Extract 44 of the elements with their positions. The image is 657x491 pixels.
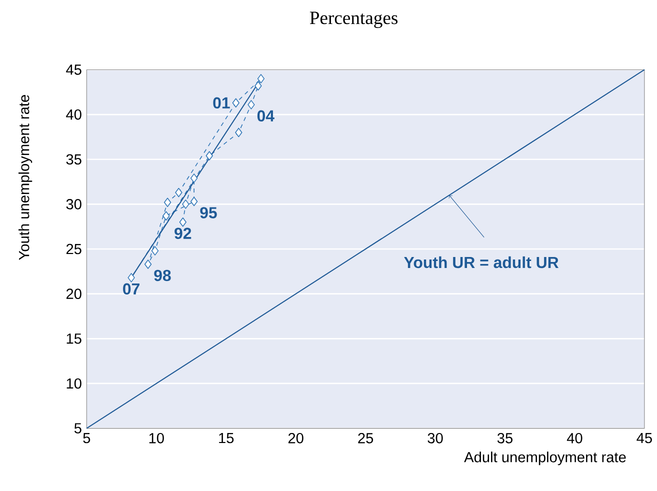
annotation: 95 [200,207,217,218]
annotation: 07 [123,283,140,295]
y-tick-label: 10 [66,378,82,389]
x-tick-label: 20 [288,432,304,444]
point [248,100,255,110]
annotation: 92 [174,228,192,239]
point [257,74,265,84]
x-tick-label: 35 [497,432,512,444]
point [232,98,240,108]
chart-title: Percentages [310,12,398,28]
y-tick-label: 40 [66,109,82,120]
point [235,128,242,138]
x-tick-label: 10 [149,432,164,444]
x-tick-label: 25 [358,432,374,444]
point [162,211,170,220]
y-tick-label: 15 [66,334,82,344]
y-tick-label: 45 [66,64,82,75]
x-tick-label: 30 [428,432,443,444]
x-tick-label: 15 [219,432,234,444]
y-axis-title: Youth unemployment rate [18,94,32,260]
x-axis-title: Adult unemployment rate [464,452,626,466]
y-tick-label: 5 [74,423,82,434]
point [254,81,262,90]
point [179,217,186,227]
point [128,273,135,282]
point [175,188,182,198]
y-tick-label: 35 [66,154,82,165]
annotation: Youth UR = adult UR [404,256,559,268]
y-tick-label: 30 [66,199,82,210]
x-tick-label: 40 [566,432,582,444]
y-tick-label: 25 [66,244,82,254]
point [206,151,213,160]
x-tick-label: 5 [83,432,90,444]
point [190,196,198,206]
point [144,260,152,269]
x-tick-label: 45 [636,432,652,444]
annotation: 98 [154,270,171,282]
point [182,200,190,209]
point [151,246,159,256]
annotation: 04 [257,110,274,122]
annotation: 01 [213,97,230,109]
point [164,198,172,208]
point [190,174,198,183]
y-tick-label: 20 [66,288,82,299]
